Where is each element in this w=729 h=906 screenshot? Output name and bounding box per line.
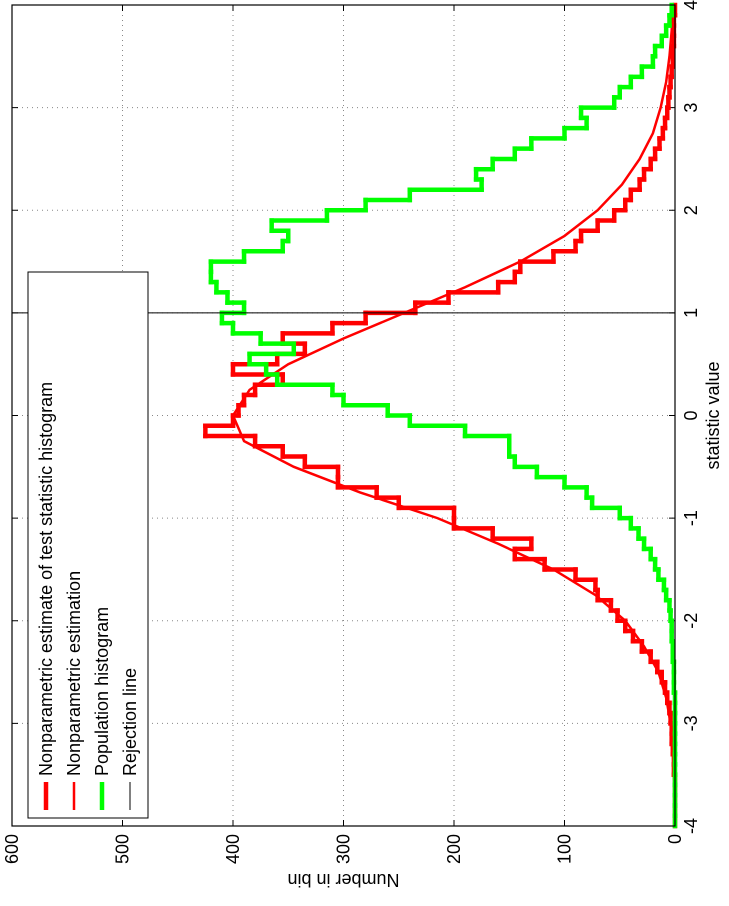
x-tick-label: -2 <box>681 613 701 629</box>
y-axis-label: Number in bin <box>287 870 399 890</box>
legend-label: Population histogram <box>92 607 112 776</box>
legend-label: Nonparametric estimation <box>64 571 84 776</box>
plot-frame <box>11 4 676 827</box>
x-axis-label: statistic value <box>703 361 723 469</box>
legend-label: Rejection line <box>120 668 140 776</box>
y-tick-label: 300 <box>334 834 354 864</box>
y-tick-label: 500 <box>113 834 133 864</box>
rotated-chart: -4 -3 -2 -1 0 1 2 3 4 0 100 200 300 400 500 600 statisti… <box>2 0 723 890</box>
y-tick-label: 600 <box>2 834 22 864</box>
y-tick-label: 0 <box>665 834 685 844</box>
y-tick-label: 100 <box>555 834 575 864</box>
y-tick-label: 200 <box>444 834 464 864</box>
legend-label: Nonparametric estimate of test statistic… <box>36 382 56 776</box>
x-tick-label: 3 <box>681 103 701 113</box>
legend-box <box>27 271 149 819</box>
x-tick-label: 2 <box>681 205 701 215</box>
x-tick-label: -3 <box>681 715 701 731</box>
x-tick-label: 0 <box>681 410 701 420</box>
y-tick-label: 400 <box>223 834 243 864</box>
x-tick-label: -1 <box>681 510 701 526</box>
x-tick-label: 1 <box>681 308 701 318</box>
curve <box>231 4 677 826</box>
x-tick-label: 4 <box>681 0 701 10</box>
x-tick-label: -4 <box>681 818 701 834</box>
